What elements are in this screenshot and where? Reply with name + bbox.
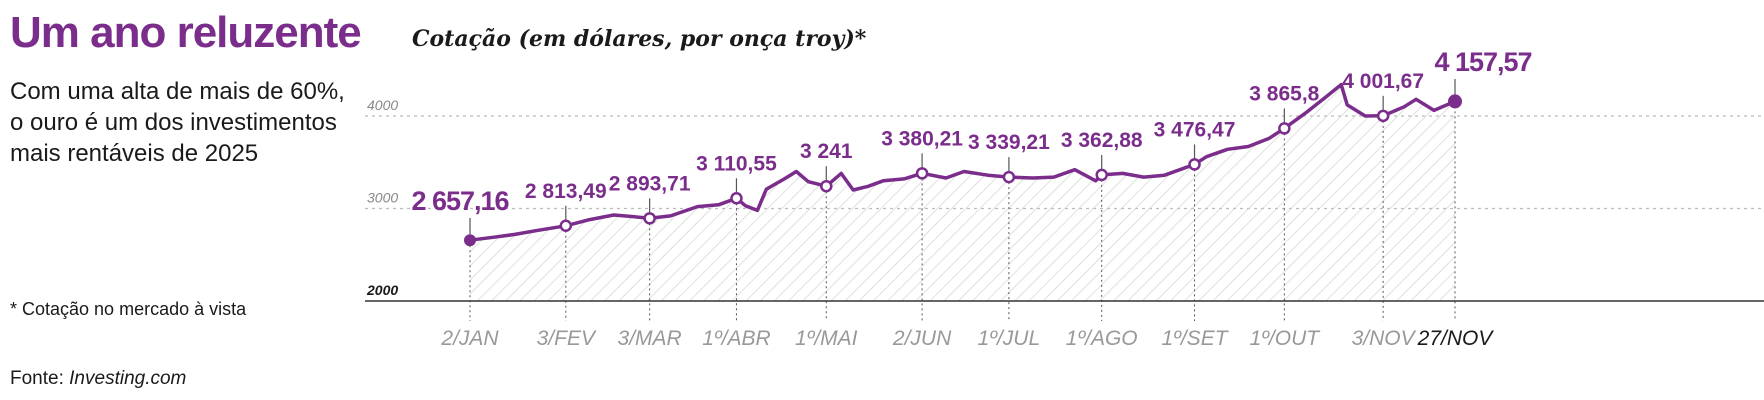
x-tick-label: 2/JUN [892,327,952,350]
data-label: 3 865,8 [1249,82,1319,105]
footnote: * Cotação no mercado à vista [10,299,247,319]
x-tick-label: 1º/AGO [1066,327,1138,350]
x-tick-label: 3/MAR [618,327,682,350]
headline: Um ano reluzente [10,8,362,57]
data-label: 2 893,71 [609,172,691,195]
data-label: 4 157,57 [1434,47,1531,77]
data-point-marker [820,179,833,193]
source-prefix: Fonte: [10,368,70,389]
x-tick-label: 27/NOV [1417,327,1495,350]
data-point-marker [915,167,929,180]
x-tick-label: 1º/JUL [978,327,1041,350]
data-point-marker [464,234,476,247]
data-label: 3 339,21 [968,131,1050,154]
data-point-marker [1376,109,1390,123]
data-point-marker [1188,158,1201,171]
data-point-marker [1278,122,1291,135]
x-tick-label: 1º/ABR [702,327,770,350]
x-tick-label: 3/FEV [537,327,597,350]
source-name: Investing.com [69,368,187,389]
data-point-marker [643,212,656,225]
y-tick-label: 2000 [366,282,398,298]
deck-text: Com uma alta de mais de 60%, o ouro é um… [10,78,345,167]
y-tick-label: 3000 [367,190,398,206]
data-label: 3 362,88 [1061,129,1143,152]
data-point-marker [1095,168,1108,182]
data-label: 4 001,67 [1342,70,1424,93]
data-point-marker [1448,94,1462,109]
data-label: 3 241 [800,140,853,163]
data-point-marker [730,192,743,205]
data-label: 3 110,55 [696,152,777,175]
x-tick-label: 1º/MAI [795,327,858,350]
source-credit: Fonte: Investing.com [10,368,186,390]
data-label: 2 657,16 [411,186,509,216]
data-label: 3 380,21 [881,127,963,150]
data-label: 2 813,49 [525,180,607,203]
x-tick-label: 1º/OUT [1250,327,1322,350]
y-tick-label: 4000 [367,97,398,113]
price-line [469,82,1456,242]
data-label: 3 476,47 [1154,118,1236,141]
x-tick-label: 2/JAN [440,327,499,350]
x-tick-label: 1º/SET [1162,327,1230,350]
chart-title: Cotação (em dólares, por onça troy)* [412,26,867,52]
data-point-marker [559,219,573,233]
x-tick-label: 3/NOV [1352,327,1417,350]
price-area [470,84,1455,301]
data-point-marker [1002,170,1016,184]
